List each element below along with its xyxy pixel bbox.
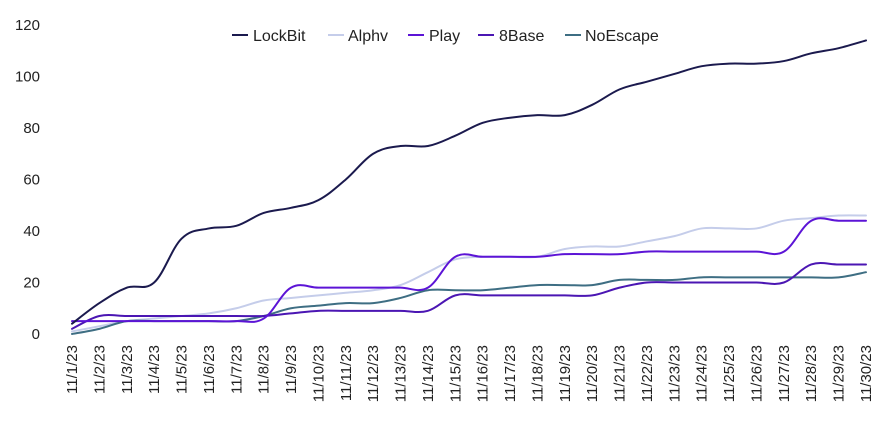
- legend-label: Alphv: [348, 28, 388, 45]
- x-tick-label: 11/11/23: [338, 345, 355, 401]
- series-line-noescape: [71, 271, 867, 335]
- y-tick-label: 80: [23, 120, 40, 137]
- x-tick-label: 11/25/23: [721, 345, 738, 402]
- x-tick-label: 11/24/23: [694, 345, 711, 402]
- legend-item-noescape: NoEscape: [565, 28, 659, 45]
- legend-label: NoEscape: [585, 28, 659, 45]
- legend-item-play: Play: [408, 28, 460, 45]
- x-tick-label: 11/16/23: [475, 345, 492, 402]
- x-tick-label: 11/28/23: [803, 345, 820, 402]
- legend-label: LockBit: [253, 28, 306, 45]
- x-tick-label: 11/14/23: [420, 345, 437, 402]
- y-tick-label: 40: [23, 223, 40, 240]
- x-tick-label: 11/19/23: [557, 345, 574, 402]
- x-tick-label: 11/13/23: [393, 345, 410, 402]
- series-lines: [71, 39, 867, 335]
- x-tick-label: 11/8/23: [256, 345, 273, 394]
- x-tick-label: 11/6/23: [201, 345, 218, 394]
- x-tick-label: 11/9/23: [283, 345, 300, 394]
- x-tick-label: 11/17/23: [502, 345, 519, 402]
- x-tick-label: 11/5/23: [174, 345, 191, 394]
- y-tick-label: 100: [15, 69, 40, 86]
- x-tick-label: 11/27/23: [776, 345, 793, 402]
- x-tick-label: 11/22/23: [639, 345, 656, 402]
- x-tick-label: 11/12/23: [365, 345, 382, 402]
- x-tick-label: 11/18/23: [529, 345, 546, 402]
- y-axis: 0 20 40 60 80 100 120: [15, 17, 40, 343]
- x-tick-label: 11/4/23: [146, 345, 163, 394]
- y-tick-label: 20: [23, 275, 40, 292]
- y-tick-label: 0: [32, 326, 40, 343]
- series-line-lockbit: [71, 39, 867, 325]
- x-tick-label: 11/2/23: [91, 345, 108, 394]
- legend-label: Play: [429, 28, 460, 45]
- legend: LockBit Alphv Play 8Base NoEscape: [232, 28, 659, 45]
- x-tick-label: 11/26/23: [748, 345, 765, 402]
- x-tick-label: 11/3/23: [119, 345, 136, 394]
- legend-item-8base: 8Base: [478, 28, 544, 45]
- x-axis: 11/1/23 11/2/23 11/3/23 11/4/23 11/5/23 11/6/…: [64, 345, 875, 402]
- series-line-8base: [71, 262, 867, 330]
- series-line-alphv: [71, 214, 867, 333]
- legend-label: 8Base: [499, 28, 544, 45]
- x-tick-label: 11/20/23: [584, 345, 601, 402]
- y-tick-label: 120: [15, 17, 40, 34]
- legend-item-alphv: Alphv: [328, 28, 388, 45]
- legend-item-lockbit: LockBit: [232, 28, 306, 45]
- x-tick-label: 11/7/23: [228, 345, 245, 394]
- x-tick-label: 11/1/23: [64, 345, 81, 394]
- y-tick-label: 60: [23, 172, 40, 189]
- x-tick-label: 11/10/23: [310, 345, 327, 402]
- x-tick-label: 11/30/23: [858, 345, 875, 402]
- x-tick-label: 11/15/23: [447, 345, 464, 402]
- series-line-play: [71, 217, 867, 323]
- x-tick-label: 11/29/23: [831, 345, 848, 402]
- x-tick-label: 11/23/23: [666, 345, 683, 402]
- x-tick-label: 11/21/23: [612, 345, 629, 402]
